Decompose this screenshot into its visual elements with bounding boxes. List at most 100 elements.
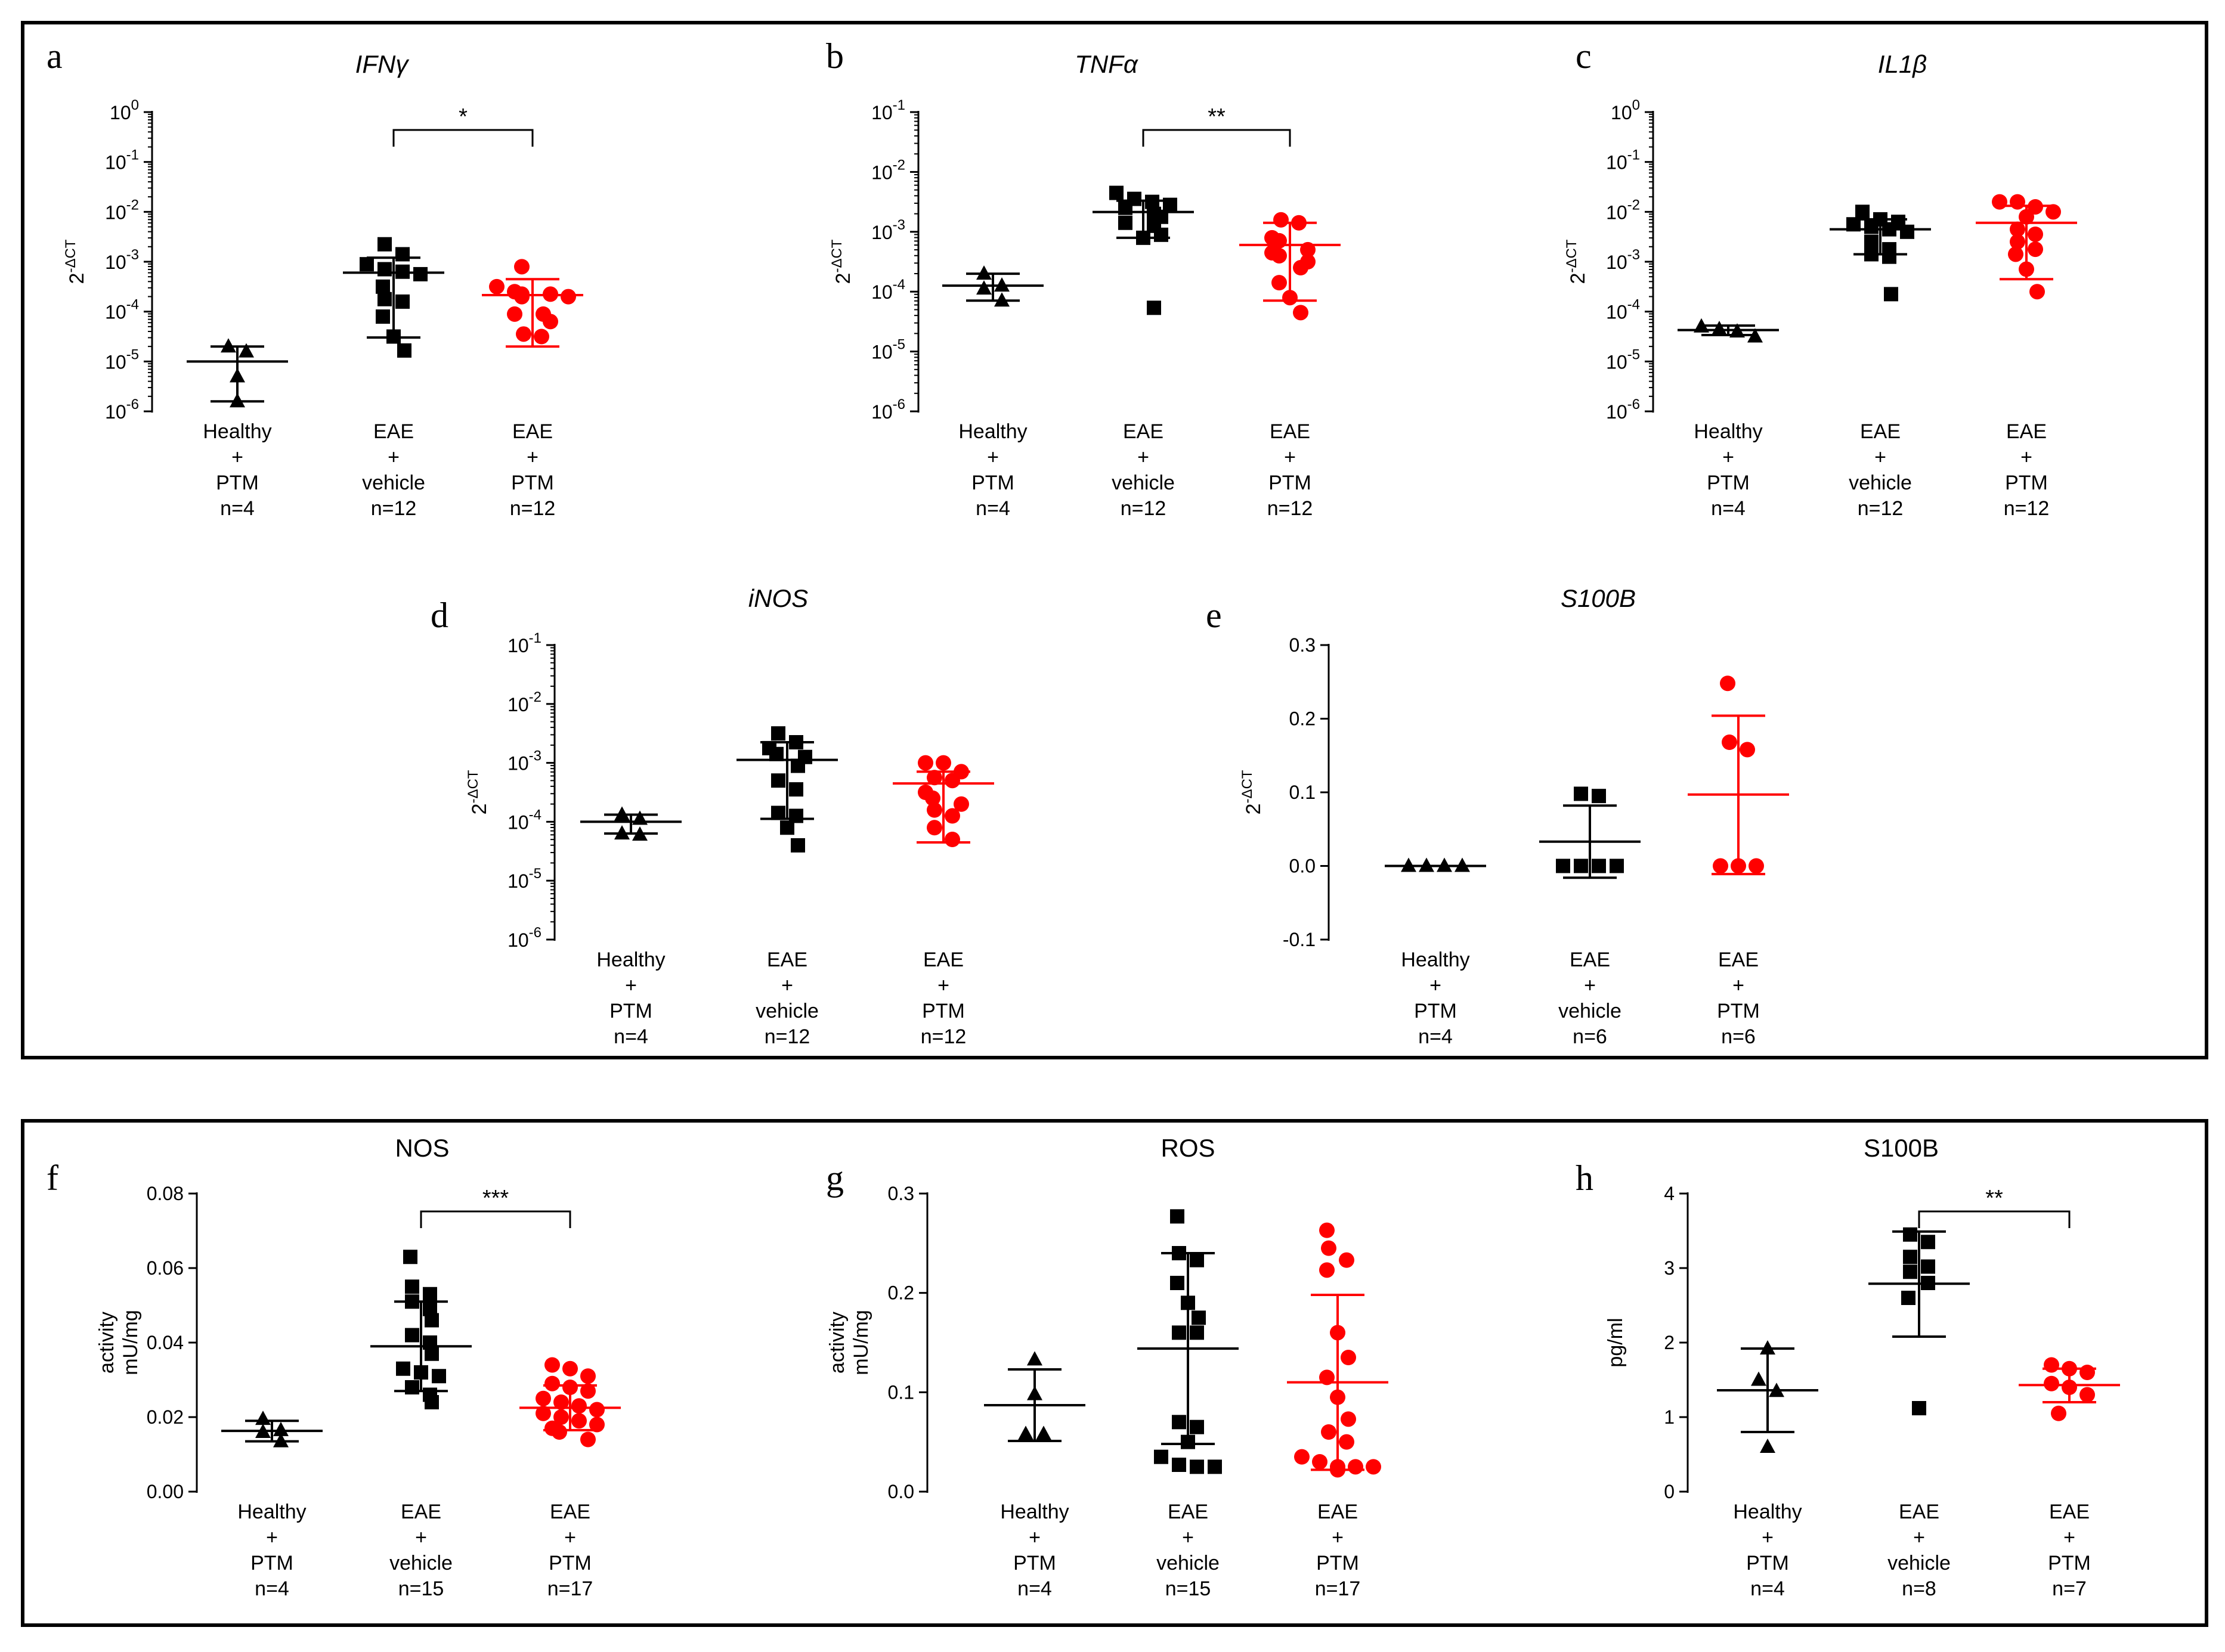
- panel-letter: b: [826, 36, 844, 76]
- data-point: [544, 1375, 560, 1391]
- y-tick-label: 10-2: [871, 157, 905, 183]
- data-point: [771, 726, 785, 741]
- data-point: [377, 237, 392, 252]
- group-1: [370, 1250, 472, 1409]
- data-point: [273, 1421, 289, 1436]
- data-point: [2028, 241, 2043, 258]
- data-point: [1190, 1419, 1204, 1434]
- data-point: [1574, 858, 1588, 873]
- y-tick-label: 10-3: [1606, 247, 1640, 273]
- data-point: [2045, 204, 2061, 220]
- data-point: [2010, 234, 2025, 250]
- y-tick-label: 10-3: [105, 247, 139, 273]
- data-point: [1592, 858, 1606, 873]
- data-point: [405, 1328, 419, 1343]
- category-label: n=7: [2052, 1577, 2087, 1600]
- category-label: n=17: [547, 1577, 593, 1600]
- data-point: [377, 292, 392, 306]
- data-point: [1574, 786, 1588, 801]
- y-tick-label: -0.1: [1283, 929, 1316, 950]
- category-label: vehicle: [1156, 1552, 1220, 1574]
- data-point: [543, 314, 558, 330]
- group-2: [1688, 675, 1789, 876]
- data-point: [2028, 226, 2043, 242]
- chart-panel-f: f NOS 0.00 0.02 0.04 0.06 0.08 activity mU/mg Hea…: [47, 1134, 621, 1600]
- data-point: [1109, 185, 1124, 200]
- data-point: [1172, 1458, 1186, 1472]
- y-tick-label: 100: [1611, 97, 1640, 123]
- data-point: [1903, 1250, 1917, 1264]
- data-point: [507, 306, 522, 322]
- category-label: vehicle: [1112, 472, 1175, 494]
- category-label: PTM: [2048, 1552, 2091, 1574]
- chart-panel-g: g ROS 0.0 0.1 0.2 0.3 activity mU/mg Healthy + PTM…: [826, 1134, 1388, 1600]
- y-axis-label: mU/mg: [119, 1310, 142, 1375]
- y-tick-label: 10-5: [105, 346, 139, 373]
- data-point: [1190, 1253, 1204, 1267]
- y-tick-label: 10-1: [507, 630, 541, 656]
- y-tick-label: 0.2: [888, 1282, 914, 1304]
- y-tick-label: 10-6: [105, 396, 139, 423]
- panel-letter: f: [47, 1158, 58, 1198]
- y-tick-label: 10-6: [1606, 396, 1640, 423]
- data-point: [1339, 1434, 1354, 1450]
- category-label: Healthy: [1401, 949, 1469, 971]
- y-tick-label: 0.00: [147, 1481, 184, 1502]
- data-point: [580, 1383, 596, 1399]
- category-label: vehicle: [389, 1552, 453, 1574]
- data-point: [1208, 1459, 1222, 1474]
- data-point: [580, 1368, 596, 1384]
- data-point: [552, 1424, 567, 1440]
- data-point: [1864, 234, 1879, 249]
- data-point: [1147, 300, 1161, 315]
- category-label: Healthy: [1733, 1501, 1802, 1523]
- data-point: [2044, 1375, 2059, 1391]
- data-point: [395, 247, 410, 262]
- data-point: [936, 755, 951, 771]
- category-label: Healthy: [958, 420, 1027, 443]
- data-point: [1722, 734, 1737, 751]
- category-label: n=4: [1017, 1577, 1052, 1600]
- category-label: PTM: [511, 472, 554, 494]
- chart-title: IL1β: [1878, 50, 1927, 78]
- category-label: n=8: [1902, 1577, 1936, 1600]
- category-label: Healthy: [1000, 1501, 1069, 1523]
- category-label: +: [625, 974, 637, 997]
- group-0: [1385, 857, 1486, 872]
- data-point: [571, 1413, 587, 1429]
- category-label: +: [1429, 974, 1441, 997]
- y-axis-label: activity: [826, 1312, 849, 1374]
- data-point: [1271, 247, 1287, 264]
- data-point: [1341, 1350, 1356, 1365]
- y-tick-label: 10-2: [1606, 197, 1640, 223]
- y-tick-label: 0.3: [888, 1183, 914, 1204]
- category-label: +: [781, 974, 793, 997]
- category-label: EAE: [1168, 1501, 1208, 1523]
- y-tick-label: 0.08: [147, 1183, 184, 1204]
- data-point: [514, 289, 530, 305]
- category-label: +: [2063, 1526, 2075, 1549]
- category-label: +: [1182, 1526, 1194, 1549]
- chart-title: TNFα: [1075, 50, 1138, 78]
- data-point: [1293, 260, 1308, 276]
- y-tick-label: 0.0: [1289, 856, 1316, 877]
- data-point: [536, 1390, 551, 1406]
- data-point: [2010, 221, 2025, 237]
- category-label: Healthy: [203, 420, 271, 443]
- data-point: [360, 257, 374, 272]
- data-point: [1712, 320, 1727, 335]
- significance-bracket: [392, 129, 534, 147]
- category-label: n=12: [1858, 497, 1904, 520]
- category-label: +: [1284, 446, 1296, 469]
- group-0: [1678, 318, 1779, 343]
- data-point: [1154, 227, 1168, 242]
- frame-top: [21, 21, 2208, 1059]
- group-0: [942, 265, 1044, 307]
- y-tick-label: 0.1: [1289, 782, 1316, 803]
- data-point: [1749, 858, 1764, 874]
- category-label: +: [937, 974, 949, 997]
- significance-label: *: [459, 104, 468, 129]
- data-point: [571, 1398, 587, 1414]
- data-point: [1864, 219, 1879, 234]
- data-point: [2044, 1357, 2059, 1373]
